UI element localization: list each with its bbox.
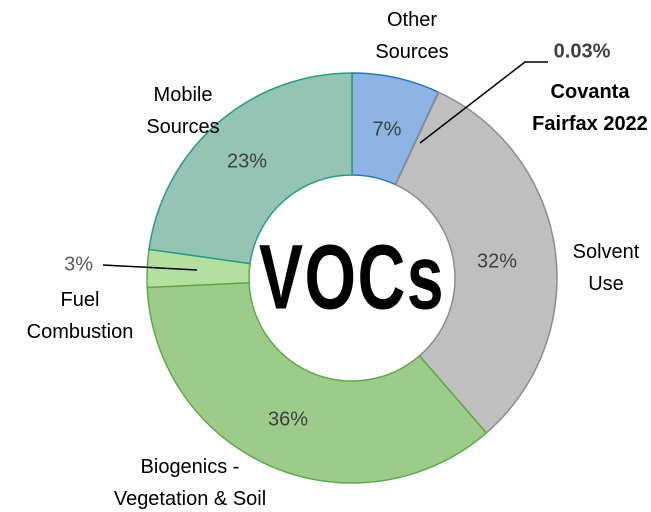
value-label: 36% [268,408,308,430]
center-label: VOCs [258,226,446,329]
slice [148,72,353,265]
value-label: 32% [477,250,517,272]
slice [146,281,488,484]
slice-name: Fuel Combustion [26,289,134,343]
slice-name: Solvent Use [572,241,640,295]
slice-name: Covanta Fairfax 2022 [532,81,648,135]
slice-name: Other Sources [375,9,449,63]
leader-line [419,61,548,144]
slice-name: Biogenics - Vegetation & Soil [113,456,267,510]
value-label: 3% [64,253,93,275]
value-label: 7% [373,118,402,140]
slice-name: Mobile Sources [146,84,220,138]
leader-line [102,264,198,271]
value-label: 0.03% [554,40,611,62]
value-label: 23% [227,150,267,172]
slice [394,91,558,434]
